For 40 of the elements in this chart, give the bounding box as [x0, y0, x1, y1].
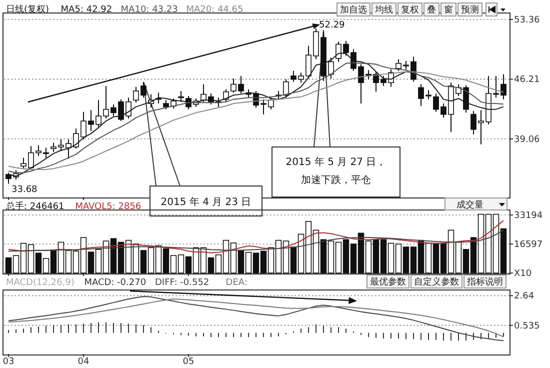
text: 成交量 [456, 200, 484, 210]
chart-title: 总手: 246461 [5, 201, 64, 212]
y-tick-label: 2.64 [514, 292, 534, 302]
line-series [8, 230, 504, 252]
x-tick-label: 03 [2, 357, 14, 367]
annotation: 加速下跌，平仓 [301, 174, 371, 186]
chart-title: 日线(复权) [6, 4, 50, 15]
annotation: 均线 [374, 4, 393, 16]
series-label: DIFF: -0.552 [155, 278, 210, 288]
x-tick-label: 05 [182, 357, 194, 367]
text: 自定义参数 [414, 276, 459, 288]
annotation: 加自选 [340, 4, 367, 16]
text: MA5: 42.92 [60, 5, 112, 15]
text: 最优参数 [370, 276, 406, 288]
y-tick-label: 16597 [514, 240, 543, 250]
y-tick-label: X10 [514, 269, 532, 279]
y-tick-label: 33194 [514, 210, 543, 221]
annotation: 52.29 [319, 20, 346, 30]
y-tick-label: 39.06 [514, 134, 540, 145]
series-label: DEA: [226, 278, 248, 288]
annotation: 叠 [427, 4, 436, 16]
x-tick-label: 04 [78, 357, 90, 367]
text: MA10: 43.23 [120, 5, 178, 15]
candlestick [178, 90, 184, 102]
annotation: 33.68 [12, 184, 38, 195]
text: 指标说明 [466, 276, 503, 288]
candlestick [283, 78, 289, 98]
text: MACD: -0.270 [84, 278, 146, 288]
annotation: 窗 [444, 4, 453, 16]
line-series [8, 220, 504, 254]
annotation: 复权 [401, 4, 419, 16]
y-tick-label: 0.535 [514, 321, 540, 332]
y-tick-label: 53.36 [514, 16, 540, 26]
y-tick-label: 46.21 [514, 75, 540, 86]
text: MA20: 44.65 [186, 5, 244, 15]
chart-title: MACD(12,26,9) [6, 278, 74, 288]
annotation: 2015 年 4 月 23 日 [160, 196, 252, 208]
annotation: 预测 [461, 4, 479, 16]
annotation: 2015 年 5 月 27 日， [286, 156, 386, 168]
text: MAVOL5: 2856 [75, 202, 142, 212]
